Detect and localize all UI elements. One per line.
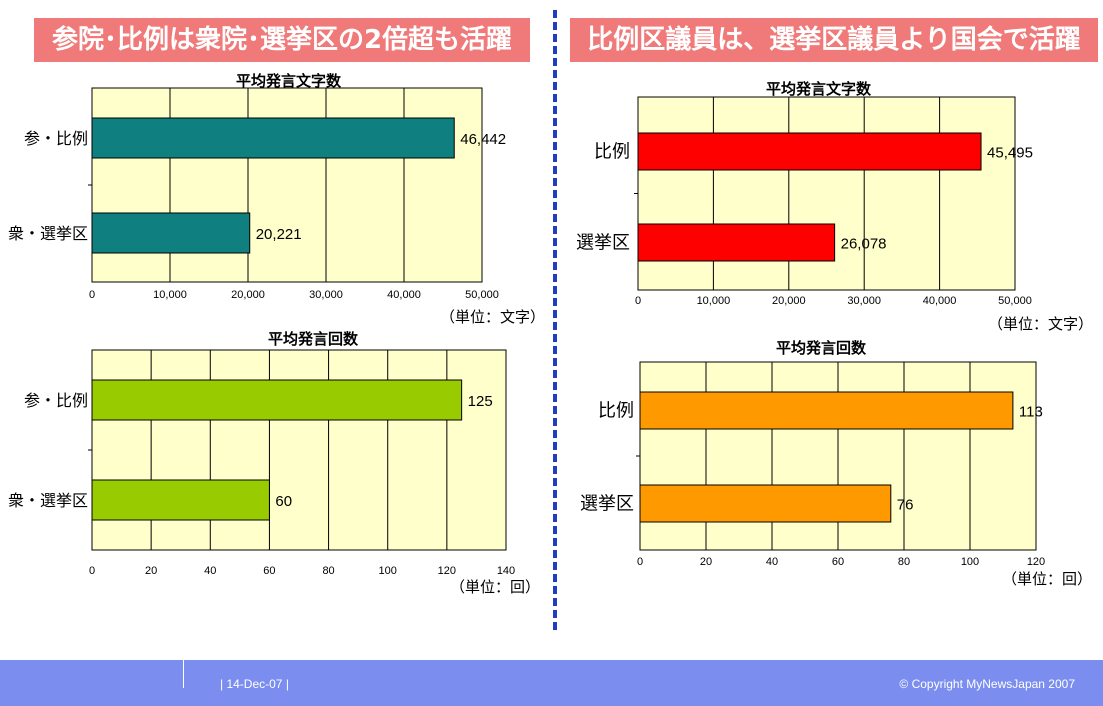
x-tick-label: 40: [204, 565, 216, 577]
chart1-unit-label: （単位：文字）: [440, 308, 546, 326]
bar: [637, 223, 836, 262]
category-label: 選挙区: [576, 233, 630, 254]
chart3-title: 平均発言文字数: [766, 80, 872, 98]
x-tick-label: 10,000: [697, 295, 731, 307]
bar-value-label: 26,078: [841, 236, 887, 253]
bar-value-label: 45,495: [987, 145, 1033, 162]
footer-bar: | 14-Dec-07 | © Copyright MyNewsJapan 20…: [0, 660, 1103, 706]
chart1-title: 平均発言文字数: [236, 72, 342, 90]
x-tick-label: 50,000: [998, 295, 1032, 307]
x-tick-label: 60: [832, 556, 844, 568]
chart4-unit-label: （単位：回）: [1002, 570, 1093, 588]
x-tick-label: 0: [635, 295, 641, 307]
x-tick-label: 0: [637, 556, 643, 568]
x-tick-label: 20,000: [231, 289, 265, 301]
bar-value-label: 46,442: [460, 131, 506, 148]
chart4-title: 平均発言回数: [776, 339, 867, 357]
bar: [91, 117, 455, 159]
x-tick-label: 100: [961, 556, 979, 568]
bar: [639, 391, 1014, 430]
chart2-unit-label: （単位：回）: [450, 578, 541, 596]
x-tick-label: 30,000: [847, 295, 881, 307]
bar: [637, 132, 982, 171]
footer-date: | 14-Dec-07 |: [220, 677, 289, 691]
bar: [91, 379, 463, 421]
x-tick-label: 10,000: [153, 289, 187, 301]
category-label: 選挙区: [580, 494, 634, 515]
x-tick-label: 0: [89, 289, 95, 301]
footer-copyright: © Copyright MyNewsJapan 2007: [899, 677, 1075, 691]
x-tick-label: 80: [322, 565, 334, 577]
right-headline-banner: 比例区議員は、選挙区議員より国会で活躍: [570, 18, 1098, 62]
category-label: 参・比例: [24, 391, 88, 410]
x-tick-label: 30,000: [309, 289, 343, 301]
bar-value-label: 76: [897, 497, 914, 514]
category-label: 比例: [594, 142, 630, 163]
x-tick-label: 100: [379, 565, 397, 577]
x-tick-label: 20: [700, 556, 712, 568]
category-label: 参・比例: [24, 129, 88, 148]
x-tick-label: 20: [145, 565, 157, 577]
x-tick-label: 120: [438, 565, 456, 577]
bar: [91, 212, 251, 254]
x-tick-label: 140: [497, 565, 515, 577]
x-tick-label: 20,000: [772, 295, 806, 307]
category-label: 比例: [598, 401, 634, 422]
bar-value-label: 20,221: [256, 226, 302, 243]
category-label: 衆・選挙区: [8, 491, 88, 510]
chart2-title: 平均発言回数: [268, 330, 359, 348]
bar-value-label: 113: [1019, 404, 1043, 421]
left-headline-banner: 参院･比例は衆院･選挙区の2倍超も活躍: [34, 18, 530, 62]
bar: [639, 484, 892, 523]
x-tick-label: 40,000: [923, 295, 957, 307]
x-tick-label: 80: [898, 556, 910, 568]
x-tick-label: 60: [263, 565, 275, 577]
footer-separator: [183, 660, 184, 688]
x-tick-label: 0: [89, 565, 95, 577]
x-tick-label: 120: [1027, 556, 1045, 568]
bar-value-label: 125: [468, 393, 493, 410]
x-tick-label: 50,000: [465, 289, 499, 301]
chart3-unit-label: （単位：文字）: [988, 315, 1094, 333]
bar: [91, 479, 270, 521]
center-dashed-divider: [553, 10, 557, 630]
bar-value-label: 60: [275, 493, 292, 510]
category-label: 衆・選挙区: [8, 224, 88, 243]
x-tick-label: 40,000: [387, 289, 421, 301]
x-tick-label: 40: [766, 556, 778, 568]
